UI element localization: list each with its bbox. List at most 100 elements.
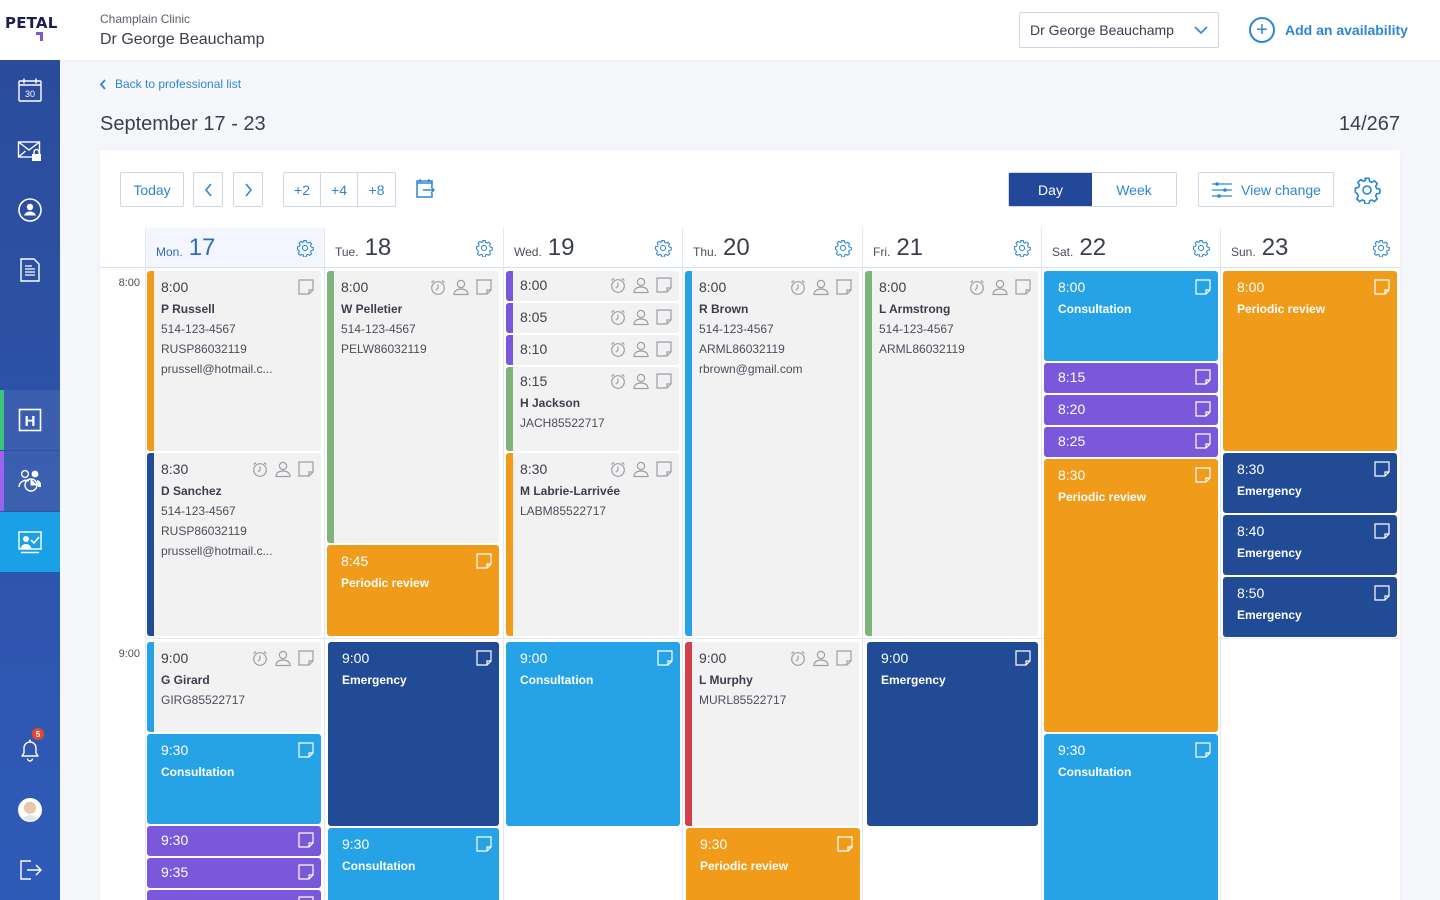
previous-week-button[interactable] [193, 172, 223, 207]
alarm-icon[interactable] [789, 649, 807, 667]
doctor-select[interactable]: Dr George Beauchamp [1019, 12, 1219, 48]
alarm-icon[interactable] [609, 308, 627, 326]
sidebar-item-profile[interactable] [0, 780, 60, 840]
appointment-card[interactable]: 8:00 W Pelletier 514-123-4567 PELW860321… [327, 271, 499, 543]
add-availability-button[interactable]: + Add an availability [1249, 17, 1408, 43]
next-week-button[interactable] [233, 172, 263, 207]
alarm-icon[interactable] [968, 278, 986, 296]
note-icon[interactable] [297, 863, 315, 881]
user-icon[interactable] [452, 278, 470, 296]
note-icon[interactable] [1373, 584, 1391, 602]
view-change-button[interactable]: View change [1198, 172, 1334, 207]
user-icon[interactable] [274, 460, 292, 478]
availability-block[interactable]: 8:30 Emergency [1223, 453, 1397, 513]
note-icon[interactable] [655, 460, 673, 478]
note-icon[interactable] [1194, 466, 1212, 484]
availability-block[interactable]: 9:35 [147, 858, 321, 888]
alarm-icon[interactable] [609, 340, 627, 358]
note-icon[interactable] [1373, 278, 1391, 296]
sidebar-item-secure-mail[interactable] [0, 120, 60, 180]
user-icon[interactable] [812, 649, 830, 667]
availability-block[interactable]: 9:30 Periodic review [686, 828, 860, 900]
alarm-icon[interactable] [251, 460, 269, 478]
availability-block[interactable]: 8:00 Periodic review [1223, 271, 1397, 451]
note-icon[interactable] [297, 649, 315, 667]
plus-4-button[interactable]: +4 [321, 173, 358, 206]
back-to-professional-list-link[interactable]: Back to professional list [99, 77, 241, 91]
sidebar-item-calendar[interactable]: 30 [0, 60, 60, 120]
note-icon[interactable] [1014, 649, 1032, 667]
note-icon[interactable] [297, 895, 315, 900]
note-icon[interactable] [475, 835, 493, 853]
alarm-icon[interactable] [609, 460, 627, 478]
appointment-card[interactable]: 8:00 [506, 271, 679, 301]
plus-8-button[interactable]: +8 [368, 181, 385, 198]
availability-block[interactable] [147, 890, 321, 900]
gear-icon[interactable] [654, 239, 672, 257]
availability-block[interactable]: 9:30 [147, 826, 321, 856]
user-icon[interactable] [632, 308, 650, 326]
availability-block[interactable]: 8:40 Emergency [1223, 515, 1397, 575]
today-button[interactable]: Today [120, 172, 184, 207]
petal-logo[interactable]: PETAL [5, 14, 58, 32]
note-icon[interactable] [297, 460, 315, 478]
appointment-card[interactable]: 8:00 L Armstrong 514-123-4567 ARML860321… [865, 271, 1038, 636]
sidebar-item-professional-schedule[interactable] [0, 512, 60, 572]
note-icon[interactable] [836, 835, 854, 853]
gear-icon[interactable] [1372, 239, 1390, 257]
availability-block[interactable]: 9:00 Emergency [867, 642, 1038, 826]
availability-block[interactable]: 8:45 Periodic review [327, 545, 499, 636]
appointment-card[interactable]: 8:05 [506, 303, 679, 333]
note-icon[interactable] [297, 741, 315, 759]
gear-icon[interactable] [296, 239, 314, 257]
availability-block[interactable]: 9:30 Consultation [328, 828, 499, 900]
week-view-button[interactable]: Week [1116, 181, 1152, 198]
note-icon[interactable] [655, 308, 673, 326]
alarm-icon[interactable] [609, 372, 627, 390]
user-icon[interactable] [632, 460, 650, 478]
calendar-export-button[interactable] [413, 176, 437, 200]
day-view-button[interactable]: Day [1009, 173, 1092, 206]
sidebar-item-patient[interactable] [0, 180, 60, 240]
availability-block[interactable]: 9:00 Consultation [506, 642, 680, 826]
user-icon[interactable] [274, 649, 292, 667]
note-icon[interactable] [475, 278, 493, 296]
appointment-card[interactable]: 8:00 R Brown 514-123-4567 ARML86032119 r… [685, 271, 859, 636]
note-icon[interactable] [1194, 278, 1212, 296]
user-icon[interactable] [812, 278, 830, 296]
availability-block[interactable]: 8:20 [1044, 395, 1218, 425]
availability-block[interactable]: 8:00 Consultation [1044, 271, 1218, 361]
sidebar-item-logout[interactable] [0, 840, 60, 900]
note-icon[interactable] [1373, 460, 1391, 478]
appointment-card[interactable]: 8:30 M Labrie-Larrivée LABM85522717 [506, 453, 679, 636]
note-icon[interactable] [1194, 368, 1212, 386]
sidebar-item-groups[interactable] [0, 451, 60, 511]
note-icon[interactable] [1373, 522, 1391, 540]
appointment-card[interactable]: 8:00 P Russell 514-123-4567 RUSP86032119… [147, 271, 321, 451]
note-icon[interactable] [655, 276, 673, 294]
availability-block[interactable]: 9:30 Consultation [1044, 734, 1218, 900]
alarm-icon[interactable] [429, 278, 447, 296]
availability-block[interactable]: 9:30 Consultation [147, 734, 321, 824]
note-icon[interactable] [835, 278, 853, 296]
user-icon[interactable] [632, 340, 650, 358]
availability-block[interactable]: 9:00 Emergency [328, 642, 499, 826]
note-icon[interactable] [1194, 741, 1212, 759]
note-icon[interactable] [297, 831, 315, 849]
alarm-icon[interactable] [609, 276, 627, 294]
alarm-icon[interactable] [789, 278, 807, 296]
availability-block[interactable]: 8:25 [1044, 427, 1218, 457]
availability-block[interactable]: 8:50 Emergency [1223, 577, 1397, 637]
user-icon[interactable] [991, 278, 1009, 296]
note-icon[interactable] [835, 649, 853, 667]
note-icon[interactable] [655, 340, 673, 358]
sidebar-item-hospital[interactable]: H [0, 390, 60, 450]
note-icon[interactable] [1194, 400, 1212, 418]
note-icon[interactable] [655, 372, 673, 390]
note-icon[interactable] [297, 278, 315, 296]
sidebar-item-notifications[interactable]: 5 [0, 720, 60, 780]
gear-icon[interactable] [475, 239, 493, 257]
sidebar-item-documents[interactable] [0, 240, 60, 300]
availability-block[interactable]: 8:30 Periodic review [1044, 459, 1218, 732]
appointment-card[interactable]: 8:30 D Sanchez 514-123-4567 RUSP86032119… [147, 453, 321, 636]
